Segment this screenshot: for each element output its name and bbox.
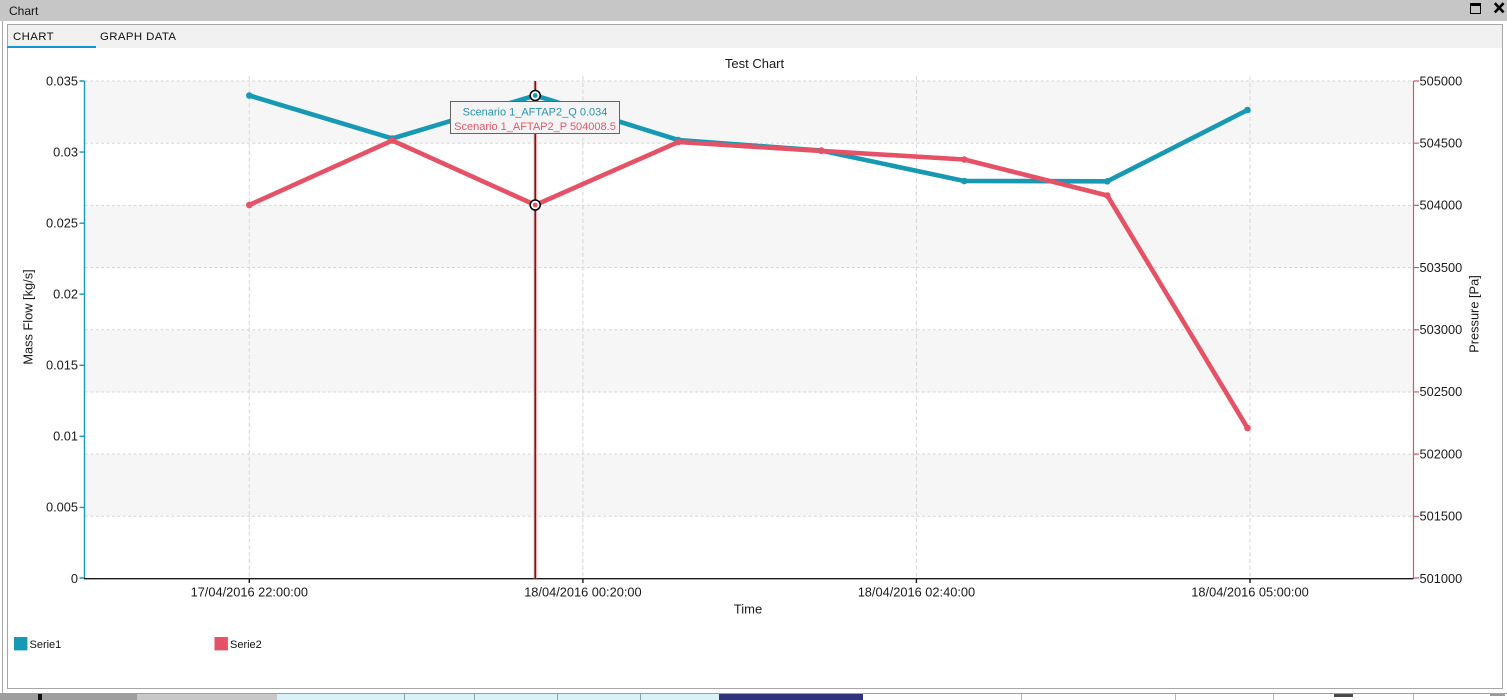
svg-text:504500: 504500 <box>1420 136 1463 151</box>
svg-text:505000: 505000 <box>1420 73 1463 88</box>
svg-text:18/04/2016 02:40:00: 18/04/2016 02:40:00 <box>858 585 975 600</box>
svg-text:Mass Flow [kg/s]: Mass Flow [kg/s] <box>21 269 36 364</box>
svg-text:0.005: 0.005 <box>46 500 78 515</box>
svg-text:Serie2: Serie2 <box>230 639 262 651</box>
svg-text:Serie1: Serie1 <box>30 639 62 651</box>
svg-text:Pressure [Pa]: Pressure [Pa] <box>1467 275 1482 353</box>
svg-text:Scenario 1_AFTAP2_Q 0.034: Scenario 1_AFTAP2_Q 0.034 <box>463 107 608 119</box>
svg-text:18/04/2016 00:20:00: 18/04/2016 00:20:00 <box>524 585 641 600</box>
svg-text:501500: 501500 <box>1420 509 1463 524</box>
svg-text:17/04/2016 22:00:00: 17/04/2016 22:00:00 <box>191 585 308 600</box>
svg-text:0.035: 0.035 <box>46 73 78 88</box>
svg-text:503500: 503500 <box>1420 260 1463 275</box>
svg-text:502500: 502500 <box>1420 384 1463 399</box>
svg-text:504000: 504000 <box>1420 198 1463 213</box>
svg-text:Scenario 1_AFTAP2_P 504008.5: Scenario 1_AFTAP2_P 504008.5 <box>454 121 616 133</box>
svg-text:0.015: 0.015 <box>46 358 78 373</box>
svg-text:503000: 503000 <box>1420 322 1463 337</box>
svg-text:0: 0 <box>71 571 78 586</box>
svg-text:0.02: 0.02 <box>53 287 78 302</box>
svg-text:501000: 501000 <box>1420 571 1463 586</box>
svg-text:Test Chart: Test Chart <box>725 56 785 71</box>
svg-text:0.03: 0.03 <box>53 144 78 159</box>
svg-text:18/04/2016 05:00:00: 18/04/2016 05:00:00 <box>1191 585 1308 600</box>
svg-text:0.025: 0.025 <box>46 215 78 230</box>
svg-text:502000: 502000 <box>1420 446 1463 461</box>
svg-text:Time: Time <box>734 602 762 617</box>
svg-text:0.01: 0.01 <box>53 429 78 444</box>
